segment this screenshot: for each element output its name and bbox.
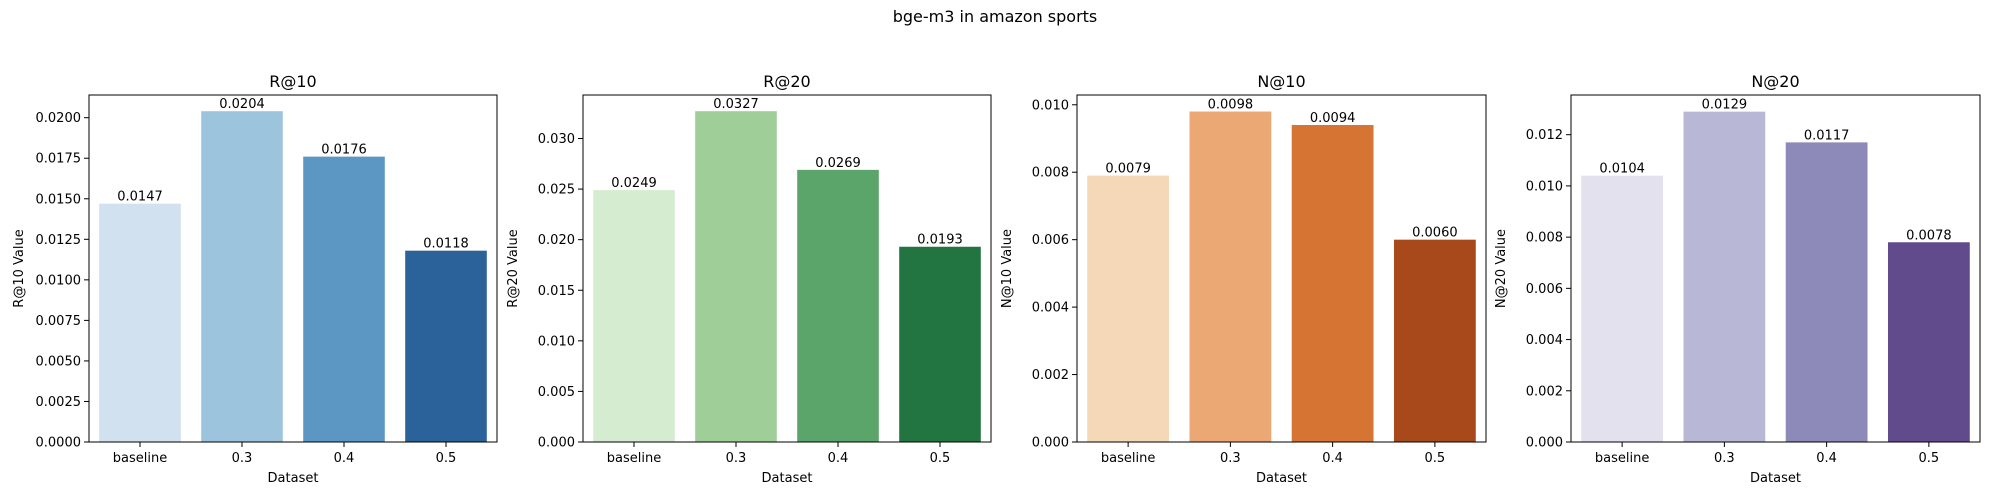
x-axis-label: Dataset: [762, 471, 813, 486]
chart-title: N@20: [1751, 72, 1799, 91]
x-tick-label: 0.3: [1714, 451, 1735, 466]
x-tick-label: 0.3: [1220, 451, 1241, 466]
chart-panel-1: 0.0000 0.0025 0.0050 0.0075 0.0100 0.0125 0.01…: [12, 72, 498, 486]
y-tick-label: 0.000: [1526, 436, 1563, 451]
data-label: 0.0060: [1412, 226, 1458, 241]
y-tick-label: 0.002: [1526, 384, 1563, 399]
y-axis-label: R@10 Value: [12, 229, 27, 307]
data-label: 0.0204: [219, 97, 265, 112]
bar-0.4: [303, 156, 385, 442]
data-label: 0.0104: [1599, 162, 1645, 177]
bar-0.3: [1683, 111, 1766, 443]
x-tick-label: 0.5: [1425, 451, 1446, 466]
bar-0.3: [201, 111, 283, 442]
data-label: 0.0147: [117, 190, 163, 205]
bar-0.5: [1393, 239, 1476, 442]
bar-0.4: [1291, 125, 1374, 442]
plot-frame: [1570, 94, 1981, 443]
data-label: 0.0129: [1702, 98, 1748, 113]
y-axis-label: N@20 Value: [1494, 229, 1509, 308]
chart-title: R@10: [269, 72, 316, 91]
y-tick-label: 0.010: [1526, 179, 1563, 194]
data-label: 0.0094: [1310, 111, 1356, 126]
y-tick-label: 0.0050: [36, 354, 82, 369]
x-axis-label: Dataset: [1750, 471, 1801, 486]
x-tick-label: 0.4: [1816, 451, 1837, 466]
x-tick-label: 0.5: [1919, 451, 1940, 466]
data-label: 0.0176: [321, 143, 367, 158]
y-tick-label: 0.0000: [36, 436, 82, 451]
x-tick-label: 0.5: [930, 451, 951, 466]
chart-title: R@20: [763, 72, 810, 91]
bar-0.4: [797, 169, 879, 442]
y-tick-label: 0.020: [538, 233, 575, 248]
x-tick-label: 0.5: [436, 451, 457, 466]
chart-title: N@10: [1257, 72, 1305, 91]
y-tick-label: 0.010: [1032, 98, 1069, 113]
bar-0.4: [1785, 142, 1868, 442]
y-tick-label: 0.005: [538, 385, 575, 400]
data-label: 0.0117: [1804, 128, 1850, 143]
y-tick-label: 0.025: [538, 183, 575, 198]
y-tick-label: 0.0075: [36, 314, 82, 329]
y-tick-label: 0.0200: [36, 111, 82, 126]
bar-0.5: [899, 246, 981, 442]
x-tick-label: baseline: [1101, 451, 1155, 466]
y-tick-label: 0.002: [1032, 368, 1069, 383]
figure-suptitle: bge-m3 in amazon sports: [892, 7, 1098, 26]
y-tick-label: 0.006: [1526, 282, 1563, 297]
chart-panel-2: 0.000 0.005 0.010 0.015 0.020 0.025 0.030 basel…: [506, 72, 992, 486]
x-tick-label: 0.3: [232, 451, 253, 466]
y-axis-label: R@20 Value: [506, 229, 521, 307]
y-tick-label: 0.008: [1032, 166, 1069, 181]
data-label: 0.0269: [815, 156, 861, 171]
y-tick-label: 0.004: [1032, 301, 1069, 316]
y-tick-label: 0.012: [1526, 128, 1563, 143]
plot-frame: [88, 94, 498, 443]
bar-baseline: [593, 190, 675, 442]
y-tick-label: 0.0150: [36, 192, 82, 207]
data-label: 0.0118: [423, 237, 469, 252]
y-tick-label: 0.010: [538, 334, 575, 349]
x-tick-label: 0.4: [828, 451, 849, 466]
x-axis-label: Dataset: [1256, 471, 1307, 486]
y-tick-label: 0.004: [1526, 333, 1563, 348]
bar-0.3: [695, 111, 777, 443]
y-tick-label: 0.0025: [36, 395, 82, 410]
chart-panel-4: 0.000 0.002 0.004 0.006 0.008 0.010 0.012 basel…: [1494, 72, 1981, 486]
y-tick-label: 0.0175: [36, 152, 82, 167]
x-tick-label: baseline: [607, 451, 661, 466]
chart-panel-3: 0.000 0.002 0.004 0.006 0.008 0.010 baseline 0.…: [1000, 72, 1487, 486]
plot-frame: [582, 94, 992, 443]
plot-frame: [1076, 94, 1487, 443]
data-label: 0.0327: [713, 97, 759, 112]
y-tick-label: 0.000: [538, 436, 575, 451]
bar-0.3: [1189, 111, 1272, 443]
x-tick-label: baseline: [1595, 451, 1649, 466]
bar-baseline: [1581, 175, 1664, 442]
y-tick-label: 0.0100: [36, 273, 82, 288]
x-tick-label: 0.4: [1322, 451, 1343, 466]
bar-0.5: [405, 250, 487, 442]
data-label: 0.0249: [611, 176, 657, 191]
data-label: 0.0193: [917, 233, 963, 248]
x-axis-label: Dataset: [268, 471, 319, 486]
bar-baseline: [1087, 175, 1170, 443]
y-tick-label: 0.015: [538, 284, 575, 299]
data-label: 0.0079: [1105, 162, 1151, 177]
y-tick-label: 0.000: [1032, 436, 1069, 451]
data-label: 0.0098: [1208, 98, 1254, 113]
data-label: 0.0078: [1906, 228, 1952, 243]
bar-0.5: [1887, 242, 1970, 442]
y-tick-label: 0.006: [1032, 233, 1069, 248]
x-tick-label: baseline: [113, 451, 167, 466]
y-tick-label: 0.030: [538, 132, 575, 147]
y-axis-label: N@10 Value: [1000, 229, 1015, 308]
x-tick-label: 0.4: [334, 451, 355, 466]
y-tick-label: 0.0125: [36, 233, 82, 248]
y-tick-label: 0.008: [1526, 231, 1563, 246]
bar-baseline: [99, 203, 181, 442]
x-tick-label: 0.3: [726, 451, 747, 466]
